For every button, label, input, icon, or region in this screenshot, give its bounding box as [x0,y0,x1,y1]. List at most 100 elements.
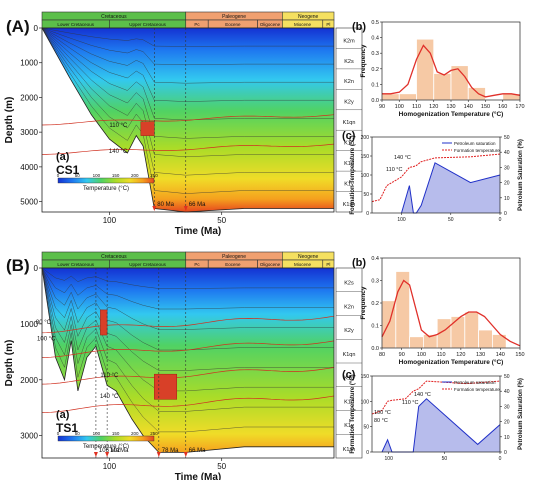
epoch-label: Pc [194,22,200,27]
depth-tick-label: 2000 [20,376,38,385]
formation-horizon [41,267,334,412]
event-arrow [183,206,188,211]
epoch-label: Eocene [225,262,241,267]
event-arrow [152,206,157,211]
saturation-fill [382,398,500,452]
event-label: 78 Ma [162,448,179,454]
sat-tick-label: 20 [504,420,510,426]
epoch-label: Oligocene [260,262,281,267]
homog-tick-label: 170 [515,104,524,110]
event-label: 80 Ma [157,202,174,208]
isotherm-label: 80 °C [36,320,52,326]
age-tick-label: 0 [499,217,502,223]
stratigraphy-bar: Cretaceous Paleogene Neogene Lower Cretaceo… [41,251,335,269]
sat-axis-label: Petroleum Saturation (%) [518,139,524,211]
event-arrow [93,452,98,457]
freq-axis-label: Frequency [360,44,367,77]
temperature-annotation: 110 °C [386,167,402,173]
formation-column [335,27,363,213]
formation-horizon [41,27,334,139]
freq-tick-label: 0.2 [371,67,379,73]
colorbar-tick-label: 50 [75,431,81,436]
formation-horizon [41,27,334,194]
sat-tick-label: 50 [504,374,510,380]
isotherm-line [41,395,335,413]
temp-axis-label: Formation Temperature (°C) [350,374,356,453]
freq-tick-label: 0.3 [371,51,379,57]
saturation-chart: 0 50 100 150 200 0 10 20 30 40 50 100 50 0 Formation T… [342,130,524,223]
charge-zone [154,373,178,400]
formation-label: K1d [344,399,354,405]
histogram-bar [467,87,486,101]
panel-label: (B) [6,256,30,275]
temp-tick-label: 0 [366,211,369,217]
homog-tick-label: 160 [498,104,507,110]
homog-tick-label: 140 [496,352,505,358]
colorbar-tick-label: 250 [150,173,158,178]
homog-tick-label: 100 [417,352,426,358]
histogram-bar [381,93,400,101]
panel-label: (A) [6,17,30,36]
isotherm-label: 140 °C [109,149,128,155]
temp-tick-label: 100 [361,399,370,405]
formation-horizon [41,27,334,102]
temp-tick-label: 100 [361,173,370,179]
colorbar-tick-label: 150 [112,173,120,178]
colorbar-tick-label: 200 [131,173,139,178]
depth-tick-label: 4000 [20,163,38,172]
depth-tick-label: 2000 [20,93,38,102]
temp-tick-label: 200 [361,135,370,141]
charge-zone [100,309,108,336]
panel-b: (B) Cretaceous Paleogene Neogene Lower Creta… [4,251,525,480]
freq-tick-label: 0.3 [371,279,379,285]
epoch-label: Pc [194,262,200,267]
time-tick-label: 50 [217,216,226,225]
period-label: Paleogene [222,254,246,260]
time-tick-label: 100 [103,462,117,471]
formation-horizon [41,27,334,47]
subpanel-label: (b) [352,21,366,33]
isotherm-line [41,315,335,334]
isotherm-label: 100 °C [37,337,56,343]
formation-horizon [41,27,334,121]
time-tick-label: 50 [217,462,226,471]
event-arrow [156,452,161,457]
event-label: 66 Ma [189,202,206,208]
temperature-annotation: 100 °C [374,410,391,416]
homog-tick-label: 110 [412,104,421,110]
epoch-label: Eocene [225,22,241,27]
formation-label: K1qn [343,352,356,358]
subpanel-label: (a) [56,409,70,421]
epoch-label: Lower Cretaceous [57,22,94,27]
formation-label: K2s [344,281,354,287]
formation-horizon [41,27,334,84]
colorbar-label: Temperature (°C) [83,444,129,450]
temp-tick-label: 150 [361,374,370,380]
formation-label: K2s [344,59,354,65]
freq-tick-label: 0.0 [371,98,379,104]
histogram-bar [409,336,424,349]
homog-tick-label: 90 [379,104,385,110]
colorbar-tick-label: 250 [150,431,158,436]
temperature-annotation: 140 °C [394,155,411,161]
homog-tick-label: 120 [456,352,465,358]
homog-tick-label: 100 [395,104,404,110]
formation-label: K2y [344,328,354,334]
temperature-annotation: 110 °C [402,400,418,406]
burial-frame [41,267,335,459]
freq-tick-label: 0.2 [371,301,379,307]
isotherm-line [42,143,335,155]
formation-label: K1y [344,423,354,429]
burial-temperature-field [42,268,334,453]
temperature-annotation: 140 °C [414,392,431,398]
formation-label: K1q [344,376,354,382]
colorbar-label: Temperature (°C) [83,186,129,192]
colorbar [57,177,155,184]
saturation-fill [401,162,500,213]
formation-label: K2n [344,304,354,310]
sat-tick-label: 10 [504,435,510,441]
formation-label: K2n [344,79,354,85]
legend-label: Petroleum saturation [454,141,496,146]
legend-label: Formation temperature [454,148,500,153]
age-tick-label: 0 [499,456,502,462]
